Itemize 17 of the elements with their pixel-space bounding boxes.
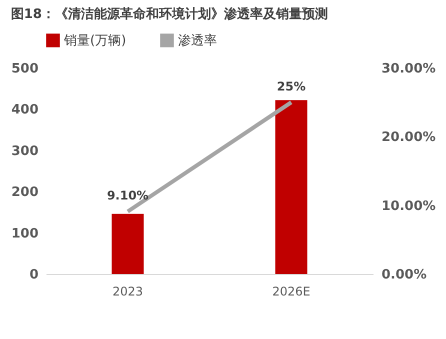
y-tick-label: 100 [11,226,38,242]
chart-title: 图18：《清洁能源革命和环境计划》渗透率及销量预测 [10,6,328,22]
data-label: 9.10% [106,188,149,203]
y2-tick-label: 20.00% [382,130,436,146]
y-tick-label: 400 [11,102,38,118]
data-label: 25% [276,79,306,94]
legend-label: 渗透率 [178,32,217,48]
y2-tick-label: 30.00% [382,62,436,76]
y2-tick-label: 10.00% [382,198,436,214]
x-tick-label: 2023 [112,284,144,298]
y-tick-label: 0 [29,268,38,282]
x-tick-label: 2026E [272,284,310,298]
y-tick-label: 300 [11,144,38,159]
y2-tick-label: 0.00% [382,268,427,282]
legend-label: 销量(万辆) [63,33,126,48]
y-tick-label: 200 [11,185,38,200]
y-tick-label: 500 [11,62,38,76]
